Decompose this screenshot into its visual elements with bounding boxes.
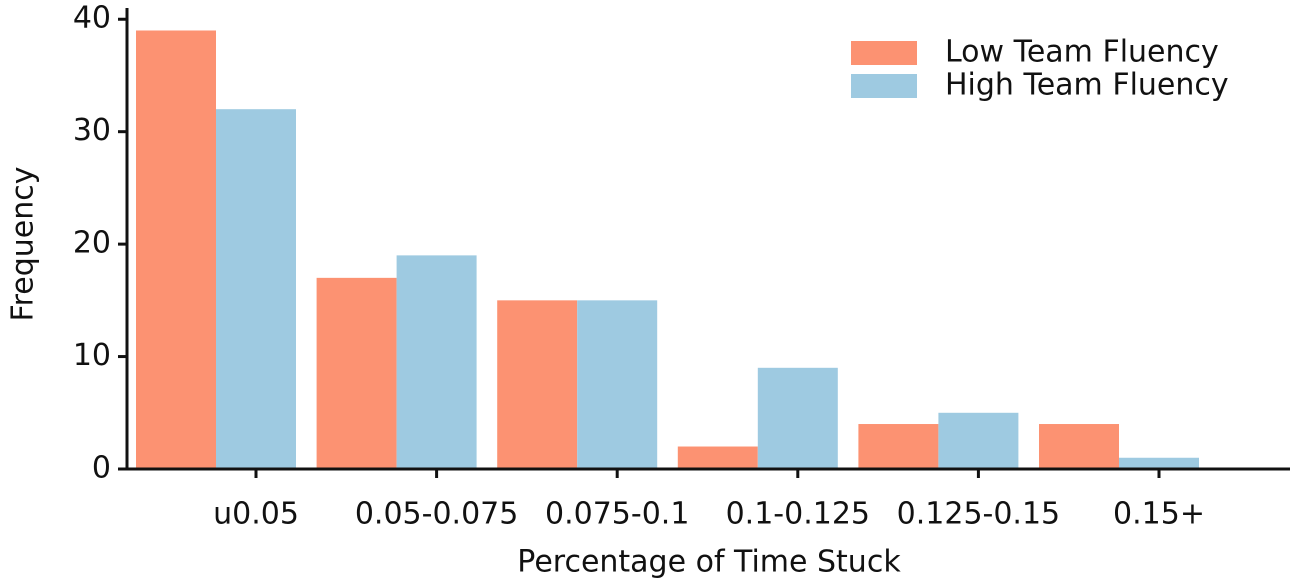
bar (1039, 424, 1119, 469)
y-tick-label: 20 (73, 226, 111, 261)
x-tick-label: 0.125-0.15 (897, 497, 1061, 532)
x-tick-label: 0.05-0.075 (355, 497, 519, 532)
bar (136, 30, 216, 470)
x-tick-label: u0.05 (213, 497, 299, 532)
x-tick-label: 0.15+ (1113, 497, 1205, 532)
x-tick-label: 0.1-0.125 (726, 497, 870, 532)
legend-swatch (851, 74, 917, 98)
bar (1119, 457, 1199, 469)
bar (396, 255, 477, 469)
legend-label: High Team Fluency (945, 68, 1229, 103)
bar (677, 446, 758, 469)
bar (216, 109, 296, 469)
x-axis-label: Percentage of Time Stuck (517, 545, 901, 580)
y-axis-label: Frequency (6, 167, 41, 322)
x-tick-label: 0.075-0.1 (545, 497, 689, 532)
bar (858, 424, 939, 469)
legend-swatch (851, 41, 917, 65)
bar (577, 300, 658, 469)
y-tick-label: 30 (73, 113, 111, 148)
bar (757, 367, 838, 469)
y-tick-label: 40 (73, 1, 111, 36)
y-tick-label: 0 (92, 451, 111, 486)
bar (938, 412, 1019, 469)
legend-label: Low Team Fluency (945, 35, 1219, 70)
bar (497, 300, 578, 469)
y-tick-label: 10 (73, 338, 111, 373)
bar (316, 277, 397, 469)
